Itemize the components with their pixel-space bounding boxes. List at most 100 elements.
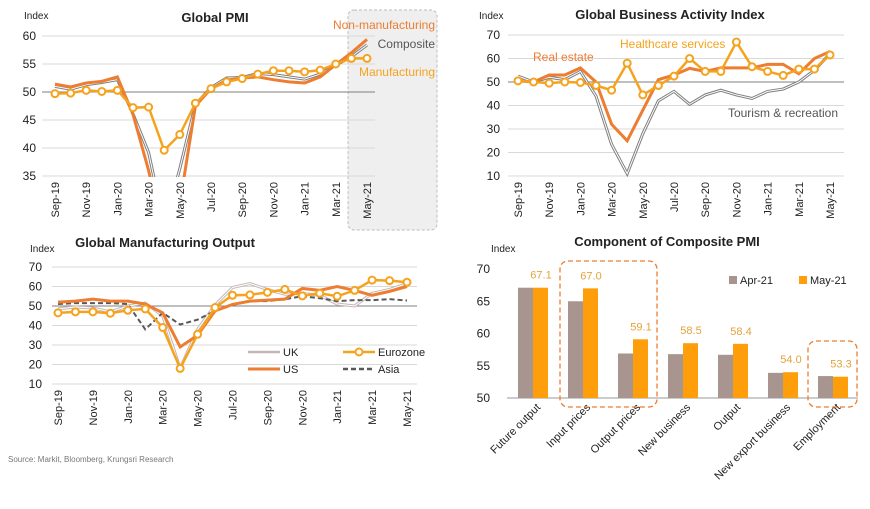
data-point bbox=[50, 89, 60, 99]
y-tick-label: 50 bbox=[29, 299, 43, 313]
series-annotation: Real estate bbox=[533, 50, 594, 64]
data-point bbox=[653, 81, 663, 91]
highlight-box-prices bbox=[559, 260, 658, 408]
data-point bbox=[669, 71, 679, 81]
data-point bbox=[331, 59, 341, 69]
series-annotation: Tourism & recreation bbox=[728, 106, 838, 120]
legend-swatch bbox=[729, 276, 737, 284]
data-point bbox=[763, 66, 773, 76]
y-axis-label: Index bbox=[479, 11, 503, 22]
bar-apr-21 bbox=[618, 353, 633, 398]
category-label: New business bbox=[636, 401, 693, 458]
source-note: Source: Markit, Bloomberg, Krungsri Rese… bbox=[8, 455, 174, 464]
data-point bbox=[747, 62, 757, 72]
x-tick-label: Jan-20 bbox=[575, 182, 587, 216]
y-tick-label: 50 bbox=[477, 391, 491, 405]
bar-apr-21 bbox=[818, 376, 833, 398]
data-point bbox=[144, 102, 154, 112]
series-annotation: Manufacturing bbox=[359, 65, 435, 79]
x-tick-label: Sep-20 bbox=[262, 390, 274, 425]
x-tick-label: May-21 bbox=[362, 182, 374, 219]
y-tick-label: 70 bbox=[477, 262, 491, 276]
x-tick-label: Jul-20 bbox=[669, 182, 681, 212]
y-tick-label: 45 bbox=[23, 113, 37, 127]
x-tick-label: Mar-21 bbox=[331, 182, 343, 217]
x-tick-label: Sep-20 bbox=[237, 182, 249, 217]
bar-value-label: 67.0 bbox=[580, 270, 601, 282]
data-point bbox=[123, 305, 133, 315]
x-tick-label: Jul-20 bbox=[228, 390, 240, 420]
y-tick-label: 60 bbox=[23, 29, 37, 43]
data-point bbox=[794, 64, 804, 74]
x-tick-label: Jan-20 bbox=[112, 182, 124, 216]
y-axis-label: Index bbox=[24, 11, 48, 22]
x-tick-label: May-21 bbox=[402, 390, 414, 427]
x-tick-label: Nov-20 bbox=[297, 390, 309, 425]
x-tick-label: May-20 bbox=[175, 182, 187, 219]
series-line-tourism-recreation-inner bbox=[517, 53, 831, 175]
x-tick-label: Nov-19 bbox=[544, 182, 556, 217]
data-point bbox=[591, 81, 601, 91]
y-tick-label: 55 bbox=[23, 57, 37, 71]
y-tick-label: 60 bbox=[29, 280, 43, 294]
data-point bbox=[315, 288, 325, 298]
data-point bbox=[175, 130, 185, 140]
data-point bbox=[716, 66, 726, 76]
data-point bbox=[346, 53, 356, 63]
series-annotation: Non-manufacturing bbox=[333, 18, 435, 32]
data-point bbox=[210, 303, 220, 313]
data-point bbox=[529, 77, 539, 87]
data-point bbox=[175, 363, 185, 373]
series-annotation: Healthcare services bbox=[620, 37, 725, 51]
x-tick-label: Sep-19 bbox=[50, 182, 62, 217]
x-tick-label: Mar-20 bbox=[607, 182, 619, 217]
bar-value-label: 58.4 bbox=[730, 326, 751, 338]
bar-value-label: 53.3 bbox=[830, 359, 851, 371]
data-point bbox=[700, 66, 710, 76]
data-point bbox=[253, 69, 263, 79]
y-tick-label: 60 bbox=[477, 327, 491, 341]
y-tick-label: 65 bbox=[477, 294, 491, 308]
y-tick-label: 55 bbox=[477, 359, 491, 373]
y-tick-label: 70 bbox=[487, 28, 501, 42]
series-line-real-estate bbox=[517, 50, 831, 144]
legend-swatch bbox=[799, 276, 807, 284]
y-tick-label: 40 bbox=[487, 99, 501, 113]
x-tick-label: Nov-19 bbox=[88, 390, 100, 425]
data-point bbox=[140, 304, 150, 314]
data-point bbox=[332, 291, 342, 301]
bar-may-21 bbox=[683, 343, 698, 398]
data-point bbox=[622, 58, 632, 68]
data-point bbox=[280, 284, 290, 294]
data-point bbox=[778, 70, 788, 80]
y-tick-label: 30 bbox=[487, 122, 501, 136]
y-tick-label: 70 bbox=[29, 260, 43, 274]
data-point bbox=[402, 277, 412, 287]
x-tick-label: Mar-20 bbox=[144, 182, 156, 217]
data-point bbox=[268, 66, 278, 76]
x-tick-label: Sep-19 bbox=[513, 182, 525, 217]
x-tick-label: May-20 bbox=[638, 182, 650, 219]
bar-value-label: 67.1 bbox=[530, 270, 551, 282]
x-tick-label: May-20 bbox=[193, 390, 205, 427]
data-point bbox=[245, 290, 255, 300]
series-annotation: Composite bbox=[378, 37, 436, 51]
category-label: Output prices bbox=[588, 401, 643, 456]
plot-area bbox=[513, 37, 835, 177]
data-point bbox=[513, 76, 523, 86]
y-tick-label: 40 bbox=[29, 319, 43, 333]
data-point bbox=[190, 98, 200, 108]
data-point bbox=[193, 329, 203, 339]
bar-may-21 bbox=[833, 376, 848, 398]
data-point bbox=[128, 103, 138, 113]
data-point bbox=[88, 307, 98, 317]
bar-apr-21 bbox=[768, 372, 783, 398]
bar-may-21 bbox=[733, 343, 748, 398]
data-point bbox=[97, 86, 107, 96]
data-point bbox=[560, 77, 570, 87]
data-point bbox=[206, 84, 216, 94]
x-tick-label: Nov-20 bbox=[731, 182, 743, 217]
category-label: Employment bbox=[791, 402, 843, 454]
